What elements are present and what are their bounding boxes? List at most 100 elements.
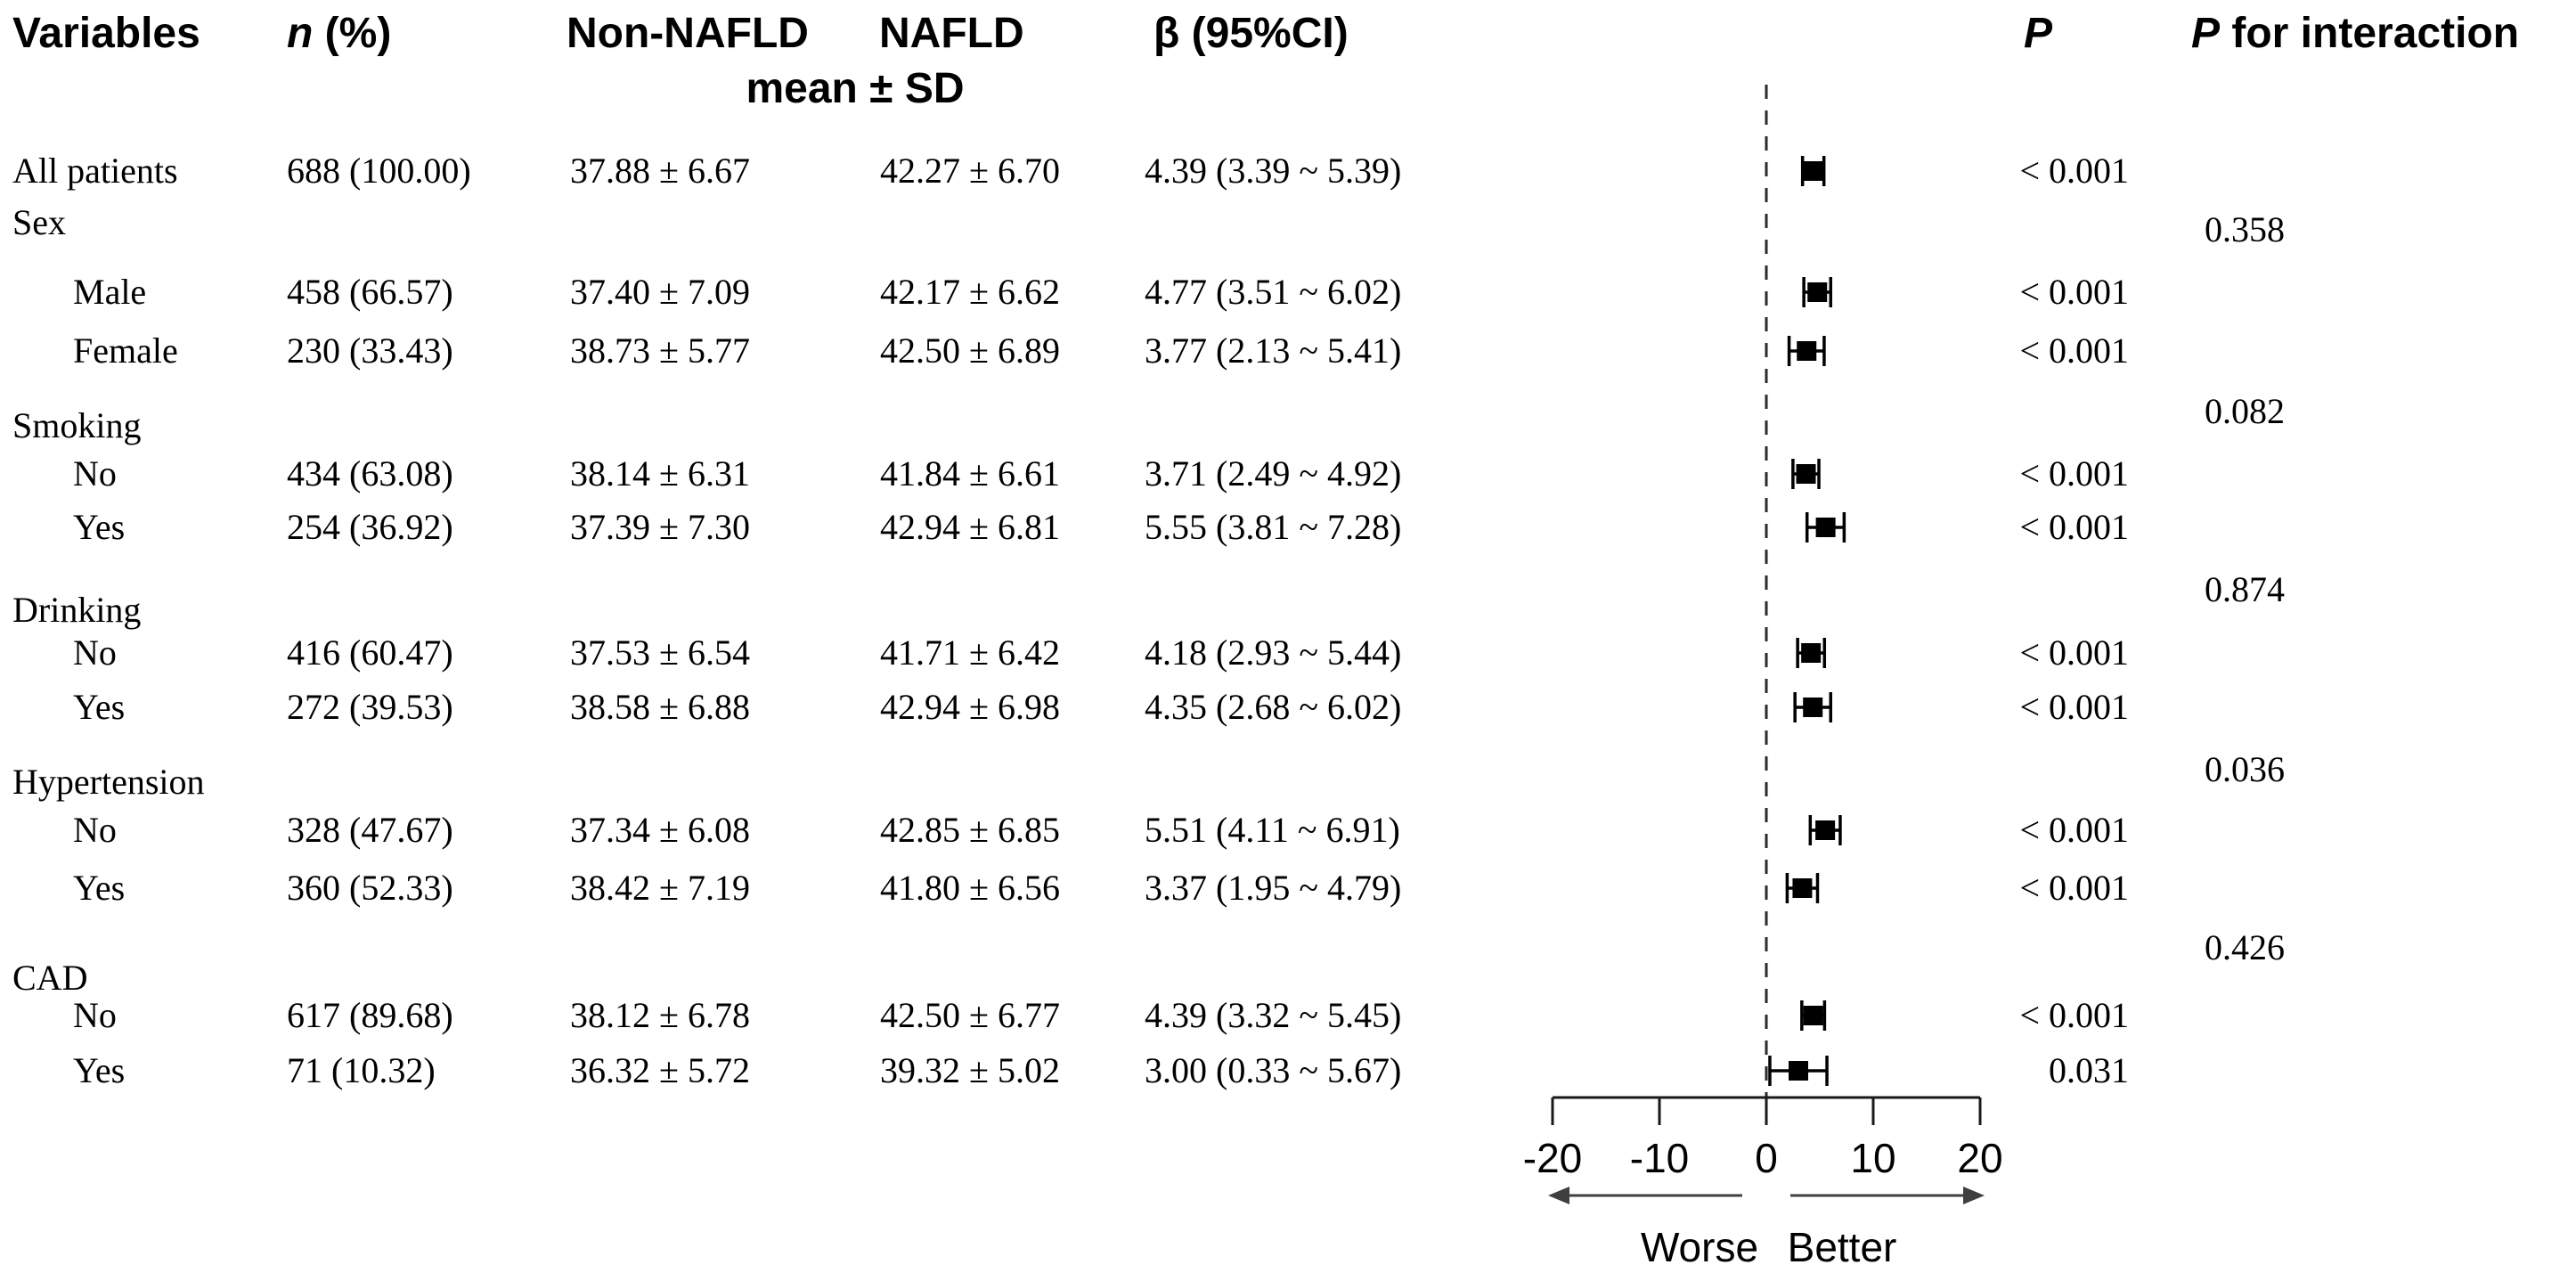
row-beta-ci: 3.77 (2.13 ~ 5.41) bbox=[1145, 330, 1402, 371]
row-label: Hypertension bbox=[12, 762, 205, 802]
x-axis-tick-label: 0 bbox=[1755, 1135, 1778, 1181]
worse-arrow-head bbox=[1548, 1187, 1569, 1204]
row-p-interaction: 0.082 bbox=[2205, 391, 2285, 431]
row-p-value: < 0.001 bbox=[2019, 272, 2129, 312]
row-beta-ci: 4.77 (3.51 ~ 6.02) bbox=[1145, 272, 1402, 312]
row-non-nafld-mean-sd: 38.42 ± 7.19 bbox=[570, 868, 750, 908]
row-p-value: < 0.001 bbox=[2019, 868, 2129, 908]
row-p-interaction: 0.358 bbox=[2205, 209, 2285, 249]
header-p: P bbox=[2024, 10, 2053, 57]
direction-label-better: Better bbox=[1787, 1224, 1897, 1270]
point-estimate-marker bbox=[1803, 698, 1823, 717]
row-p-interaction: 0.426 bbox=[2205, 927, 2285, 967]
x-axis-tick-label: -10 bbox=[1629, 1135, 1690, 1181]
row-label: No bbox=[73, 810, 117, 850]
row-beta-ci: 3.71 (2.49 ~ 4.92) bbox=[1145, 453, 1402, 494]
row-label: Yes bbox=[73, 687, 126, 727]
row-label: Yes bbox=[73, 507, 126, 547]
point-estimate-marker bbox=[1815, 820, 1836, 840]
row-label: CAD bbox=[12, 958, 88, 998]
header-n-pct: n (%) bbox=[287, 12, 391, 55]
row-p-interaction: 0.036 bbox=[2205, 749, 2285, 789]
row-nafld-mean-sd: 41.71 ± 6.42 bbox=[880, 632, 1060, 673]
row-nafld-mean-sd: 42.94 ± 6.81 bbox=[880, 507, 1060, 547]
header-p-interaction-italic: P bbox=[2191, 10, 2221, 57]
row-n-pct: 254 (36.92) bbox=[287, 507, 453, 547]
row-nafld-mean-sd: 39.32 ± 5.02 bbox=[880, 1050, 1060, 1090]
row-non-nafld-mean-sd: 37.53 ± 6.54 bbox=[570, 632, 750, 673]
row-label: Sex bbox=[12, 202, 66, 242]
header-mean-sd: mean ± SD bbox=[746, 65, 965, 112]
row-n-pct: 688 (100.00) bbox=[287, 151, 471, 191]
row-n-pct: 328 (47.67) bbox=[287, 810, 453, 850]
row-label: All patients bbox=[12, 151, 178, 191]
better-arrow-head bbox=[1963, 1187, 1985, 1204]
row-non-nafld-mean-sd: 37.88 ± 6.67 bbox=[570, 151, 750, 191]
row-p-value: < 0.001 bbox=[2019, 810, 2129, 850]
point-estimate-marker bbox=[1796, 464, 1816, 484]
point-estimate-marker bbox=[1801, 643, 1822, 663]
row-n-pct: 617 (89.68) bbox=[287, 995, 453, 1035]
x-axis-tick-label: -20 bbox=[1522, 1135, 1583, 1181]
header-beta-ci: β (95%CI) bbox=[1153, 10, 1349, 57]
row-p-value: < 0.001 bbox=[2019, 632, 2129, 673]
row-p-value: < 0.001 bbox=[2019, 687, 2129, 727]
row-p-value: < 0.001 bbox=[2019, 507, 2129, 547]
row-non-nafld-mean-sd: 37.40 ± 7.09 bbox=[570, 272, 750, 312]
row-label: Smoking bbox=[12, 405, 142, 445]
row-p-value: < 0.001 bbox=[2019, 453, 2129, 494]
point-estimate-marker bbox=[1792, 878, 1813, 898]
row-nafld-mean-sd: 41.80 ± 6.56 bbox=[880, 868, 1060, 908]
row-label: Drinking bbox=[12, 590, 142, 630]
row-n-pct: 434 (63.08) bbox=[287, 453, 453, 494]
row-n-pct: 272 (39.53) bbox=[287, 687, 453, 727]
row-non-nafld-mean-sd: 37.34 ± 6.08 bbox=[570, 810, 750, 850]
row-p-value: < 0.001 bbox=[2019, 995, 2129, 1035]
header-non-nafld: Non-NAFLD bbox=[567, 10, 809, 57]
row-n-pct: 416 (60.47) bbox=[287, 632, 453, 673]
header-variables: Variables bbox=[12, 10, 200, 57]
row-non-nafld-mean-sd: 36.32 ± 5.72 bbox=[570, 1050, 750, 1090]
row-nafld-mean-sd: 41.84 ± 6.61 bbox=[880, 453, 1060, 494]
point-estimate-marker bbox=[1803, 1006, 1823, 1025]
point-estimate-marker bbox=[1789, 1061, 1808, 1081]
row-nafld-mean-sd: 42.94 ± 6.98 bbox=[880, 687, 1060, 727]
header-nafld: NAFLD bbox=[879, 10, 1024, 57]
row-p-value: 0.031 bbox=[2049, 1050, 2129, 1090]
row-non-nafld-mean-sd: 38.73 ± 5.77 bbox=[570, 330, 750, 371]
row-label: Yes bbox=[73, 868, 126, 908]
header-n-rest: (%) bbox=[313, 10, 392, 57]
row-label: No bbox=[73, 453, 117, 494]
row-non-nafld-mean-sd: 38.14 ± 6.31 bbox=[570, 453, 750, 494]
header-p-interaction: P for interaction bbox=[2191, 12, 2519, 55]
row-non-nafld-mean-sd: 38.58 ± 6.88 bbox=[570, 687, 750, 727]
row-n-pct: 360 (52.33) bbox=[287, 868, 453, 908]
row-nafld-mean-sd: 42.50 ± 6.89 bbox=[880, 330, 1060, 371]
row-beta-ci: 3.37 (1.95 ~ 4.79) bbox=[1145, 868, 1402, 908]
row-non-nafld-mean-sd: 37.39 ± 7.30 bbox=[570, 507, 750, 547]
row-n-pct: 458 (66.57) bbox=[287, 272, 453, 312]
point-estimate-marker bbox=[1803, 161, 1823, 181]
row-p-value: < 0.001 bbox=[2019, 330, 2129, 371]
row-beta-ci: 4.18 (2.93 ~ 5.44) bbox=[1145, 632, 1402, 673]
row-beta-ci: 5.55 (3.81 ~ 7.28) bbox=[1145, 507, 1402, 547]
point-estimate-marker bbox=[1815, 518, 1836, 537]
row-label: Male bbox=[73, 272, 147, 312]
row-nafld-mean-sd: 42.17 ± 6.62 bbox=[880, 272, 1060, 312]
row-beta-ci: 4.39 (3.39 ~ 5.39) bbox=[1145, 151, 1402, 191]
row-beta-ci: 3.00 (0.33 ~ 5.67) bbox=[1145, 1050, 1402, 1090]
row-nafld-mean-sd: 42.27 ± 6.70 bbox=[880, 151, 1060, 191]
row-p-interaction: 0.874 bbox=[2205, 569, 2285, 609]
x-axis-tick-label: 10 bbox=[1850, 1135, 1896, 1181]
row-non-nafld-mean-sd: 38.12 ± 6.78 bbox=[570, 995, 750, 1035]
point-estimate-marker bbox=[1807, 282, 1828, 302]
row-label: No bbox=[73, 995, 117, 1035]
row-label: Female bbox=[73, 330, 178, 371]
row-label: No bbox=[73, 632, 117, 673]
row-beta-ci: 5.51 (4.11 ~ 6.91) bbox=[1145, 810, 1400, 850]
header-p-interaction-rest: for interaction bbox=[2220, 10, 2520, 57]
x-axis-tick-label: 20 bbox=[1957, 1135, 2003, 1181]
row-beta-ci: 4.39 (3.32 ~ 5.45) bbox=[1145, 995, 1402, 1035]
